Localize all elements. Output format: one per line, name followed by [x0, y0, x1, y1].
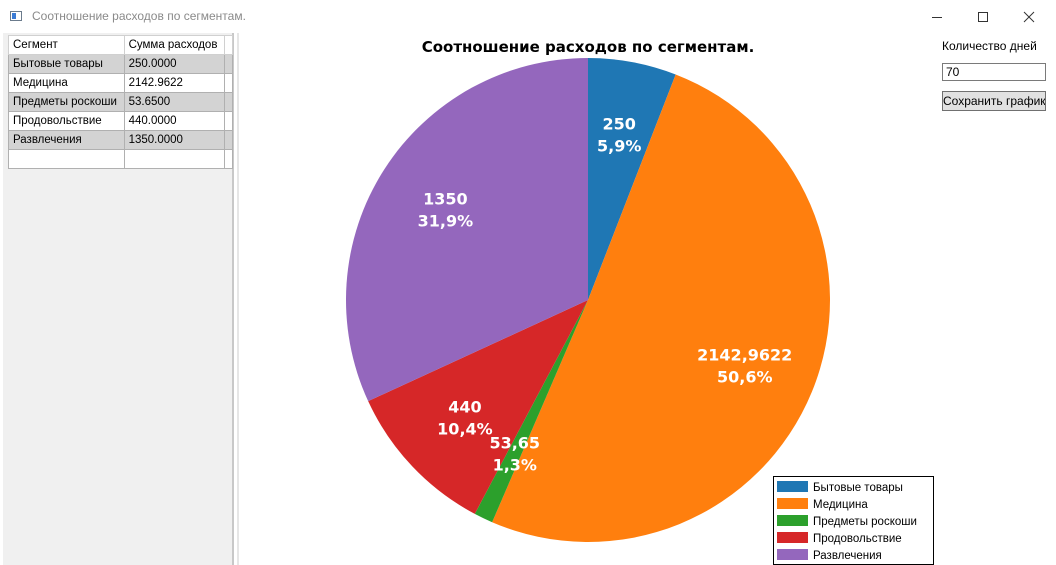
table-row[interactable]: Медицина 2142.9622	[8, 73, 233, 93]
table-row[interactable]: Продовольствие 440.0000	[8, 111, 233, 131]
legend-label: Предметы роскоши	[813, 516, 917, 528]
slice-value-label: 2142,9622	[697, 345, 792, 364]
cell-filler	[224, 149, 233, 169]
save-chart-button[interactable]: Сохранить график	[942, 91, 1046, 111]
cell-amount[interactable]: 53.6500	[123, 92, 226, 112]
days-count-input[interactable]	[942, 63, 1046, 81]
new-row[interactable]	[8, 149, 233, 169]
window-title: Соотношение расходов по сегментам.	[32, 9, 246, 23]
slice-value-label: 250	[603, 115, 636, 134]
legend-swatch	[777, 498, 808, 509]
cell-amount-new[interactable]	[123, 149, 226, 169]
maximize-icon	[978, 11, 988, 22]
chart-title: Соотношение расходов по сегментам.	[422, 38, 755, 56]
days-count-label: Количество дней	[942, 39, 1037, 53]
cell-segment-new[interactable]	[8, 149, 125, 169]
cell-amount[interactable]: 1350.0000	[123, 130, 226, 150]
expenses-table: Сегмент Сумма расходов Бытовые товары 25…	[8, 35, 233, 169]
column-header-amount[interactable]: Сумма расходов	[123, 35, 226, 55]
cell-segment[interactable]: Продовольствие	[8, 111, 125, 131]
legend-swatch	[777, 532, 808, 543]
title-bar: Соотношение расходов по сегментам.	[0, 0, 1056, 33]
legend-swatch	[777, 515, 808, 526]
cell-segment[interactable]: Медицина	[8, 73, 125, 93]
slice-percent-label: 1,3%	[493, 456, 537, 475]
panel-divider[interactable]	[237, 33, 239, 565]
legend-label: Развлечения	[813, 550, 882, 562]
cell-segment[interactable]: Предметы роскоши	[8, 92, 125, 112]
pie-slice	[345, 58, 588, 402]
legend-swatch	[777, 481, 808, 492]
close-button[interactable]	[1006, 0, 1052, 33]
slice-percent-label: 5,9%	[597, 137, 641, 156]
slice-percent-label: 10,4%	[437, 419, 493, 438]
close-icon	[1023, 11, 1035, 22]
cell-segment[interactable]: Развлечения	[8, 130, 125, 150]
minimize-button[interactable]	[914, 0, 960, 33]
legend-label: Медицина	[813, 499, 868, 511]
cell-amount[interactable]: 2142.9622	[123, 73, 226, 93]
legend-label: Бытовые товары	[813, 482, 903, 494]
minimize-icon	[932, 16, 942, 18]
data-grid-panel: Сегмент Сумма расходов Бытовые товары 25…	[3, 33, 234, 565]
slice-value-label: 53,65	[489, 434, 540, 453]
table-row[interactable]: Развлечения 1350.0000	[8, 130, 233, 150]
table-header-row: Сегмент Сумма расходов	[8, 35, 233, 55]
legend-swatch	[777, 549, 808, 560]
pie-slice	[588, 58, 676, 300]
cell-segment[interactable]: Бытовые товары	[8, 54, 125, 74]
column-header-segment[interactable]: Сегмент	[8, 35, 125, 55]
slice-value-label: 1350	[423, 190, 468, 209]
cell-amount[interactable]: 440.0000	[123, 111, 226, 131]
pie-slice	[368, 300, 588, 514]
pie-slice	[474, 300, 588, 523]
slice-percent-label: 50,6%	[717, 367, 773, 386]
legend-label: Продовольствие	[813, 533, 902, 545]
slice-percent-label: 31,9%	[418, 212, 474, 231]
slice-value-label: 440	[448, 397, 481, 416]
window-app-icon	[10, 11, 22, 21]
table-row[interactable]: Предметы роскоши 53.6500	[8, 92, 233, 112]
maximize-button[interactable]	[960, 0, 1006, 33]
pie-slice	[492, 74, 831, 543]
